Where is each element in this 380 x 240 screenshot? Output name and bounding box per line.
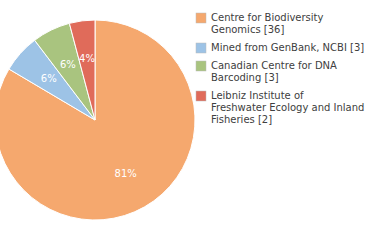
legend-swatch [196, 13, 206, 23]
data-label: 6% [60, 59, 76, 70]
chart: 81%6%6%4%Centre for BiodiversityGenomics… [0, 0, 380, 240]
legend: Centre for BiodiversityGenomics [36] Mine… [196, 12, 364, 125]
legend-label-line: Fisheries [2] [211, 114, 272, 125]
legend-swatch [196, 43, 206, 53]
legend-label-line: Freshwater Ecology and Inland [211, 102, 364, 113]
legend-label-line: Mined from GenBank, NCBI [3] [211, 42, 364, 53]
legend-label-line: Canadian Centre for DNA [211, 60, 337, 71]
legend-swatch [196, 91, 206, 101]
legend-label-line: Leibniz Institute of [211, 90, 304, 101]
pie [0, 20, 195, 220]
legend-label-line: Genomics [36] [211, 24, 284, 35]
legend-label: Canadian Centre for DNABarcoding [3] [211, 60, 337, 83]
pie-slice [69, 20, 95, 120]
data-label: 81% [115, 168, 137, 179]
data-label: 6% [41, 73, 57, 84]
legend-label-line: Centre for Biodiversity [211, 12, 324, 23]
legend-label: Mined from GenBank, NCBI [3] [211, 42, 364, 53]
legend-label: Leibniz Institute ofFreshwater Ecology a… [211, 90, 364, 125]
legend-swatch [196, 61, 206, 71]
legend-label: Centre for BiodiversityGenomics [36] [211, 12, 324, 35]
chart-container: 81%6%6%4%Centre for BiodiversityGenomics… [0, 0, 380, 240]
data-label: 4% [79, 53, 95, 64]
legend-label-line: Barcoding [3] [211, 72, 279, 83]
pie-slice [0, 20, 195, 220]
data-labels: 81%6%6%4% [41, 53, 137, 179]
